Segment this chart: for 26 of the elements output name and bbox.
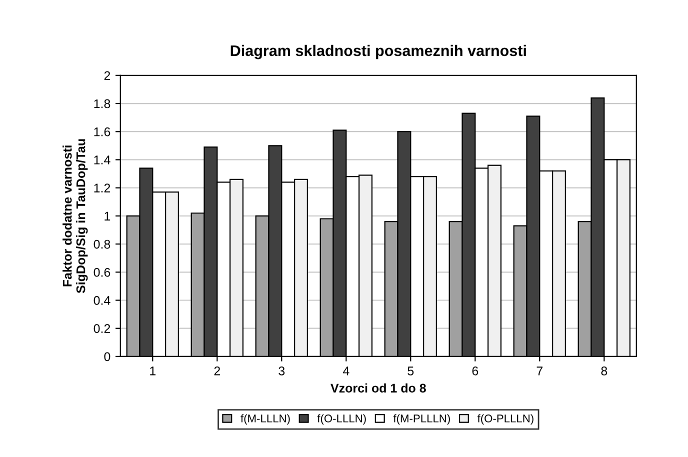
y-tick-label: 1 xyxy=(104,212,110,220)
y-tick-label: 2 xyxy=(104,71,110,80)
y-tick-label: 0.4 xyxy=(94,296,110,305)
y-tick-label: 1.8 xyxy=(94,99,110,108)
y-tick-label: 0 xyxy=(104,352,110,362)
y-tick-label: 1.6 xyxy=(94,127,110,136)
legend-label: f(O-PLLLN) xyxy=(477,414,534,425)
legend-label: f(M-LLLN) xyxy=(240,414,290,425)
x-tick-label: 6 xyxy=(472,366,478,376)
x-tick-label: 8 xyxy=(601,366,608,376)
y-tick-label: 1.4 xyxy=(94,156,110,164)
x-tick-label: 5 xyxy=(408,366,414,376)
x-axis-title: Vzorci od 1 do 8 xyxy=(330,383,426,393)
y-tick-label: 1.2 xyxy=(94,184,110,192)
x-tick-label: 3 xyxy=(278,366,285,376)
x-tick-label: 4 xyxy=(342,366,350,376)
x-tick-label: 7 xyxy=(536,366,542,376)
x-tick-label: 1 xyxy=(150,366,156,376)
x-tick-label: 2 xyxy=(214,366,220,376)
y-axis-title: Faktor dodatne varnosti SigDop/Sig in TauDop/Tau xyxy=(62,139,88,294)
legend-label: f(O-LLLN) xyxy=(317,414,366,425)
y-tick-label: 0.6 xyxy=(94,268,110,277)
legend-label: f(M-PLLLN) xyxy=(393,414,450,425)
chart-title: Diagram skladnosti posameznih varnosti xyxy=(230,44,526,60)
y-tick-label: 0.2 xyxy=(94,324,110,334)
y-tick-label: 0.8 xyxy=(94,240,110,249)
